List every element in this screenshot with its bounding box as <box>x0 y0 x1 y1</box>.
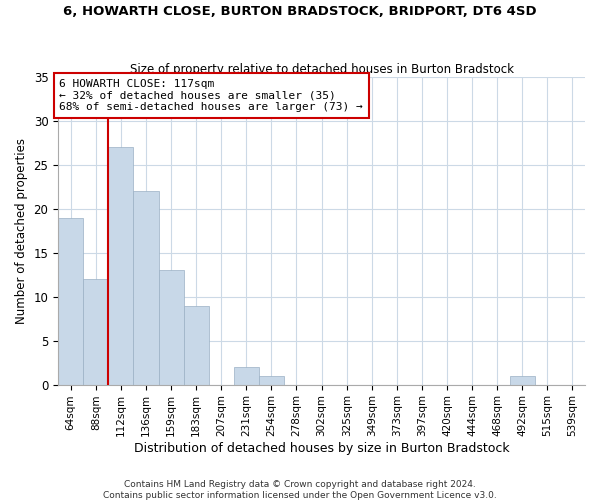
Text: 6 HOWARTH CLOSE: 117sqm
← 32% of detached houses are smaller (35)
68% of semi-de: 6 HOWARTH CLOSE: 117sqm ← 32% of detache… <box>59 79 363 112</box>
Bar <box>184 306 209 384</box>
X-axis label: Distribution of detached houses by size in Burton Bradstock: Distribution of detached houses by size … <box>134 442 509 455</box>
Bar <box>510 376 535 384</box>
Bar <box>109 148 133 384</box>
Bar <box>58 218 83 384</box>
Y-axis label: Number of detached properties: Number of detached properties <box>15 138 28 324</box>
Text: Contains HM Land Registry data © Crown copyright and database right 2024.
Contai: Contains HM Land Registry data © Crown c… <box>103 480 497 500</box>
Bar <box>259 376 284 384</box>
Bar <box>83 279 109 384</box>
Bar <box>158 270 184 384</box>
Bar <box>133 192 158 384</box>
Text: 6, HOWARTH CLOSE, BURTON BRADSTOCK, BRIDPORT, DT6 4SD: 6, HOWARTH CLOSE, BURTON BRADSTOCK, BRID… <box>63 5 537 18</box>
Bar <box>234 367 259 384</box>
Title: Size of property relative to detached houses in Burton Bradstock: Size of property relative to detached ho… <box>130 63 514 76</box>
